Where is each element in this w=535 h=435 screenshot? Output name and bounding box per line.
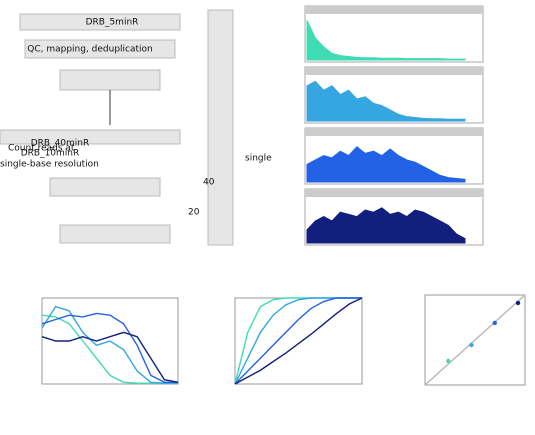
curve (234, 297, 363, 385)
curve (234, 297, 362, 385)
sample-box (19, 13, 181, 31)
trend-line (424, 294, 526, 386)
curve (41, 312, 178, 383)
step-box (24, 39, 176, 59)
signal-area (306, 207, 466, 244)
point (446, 358, 451, 364)
axis-tick: 20 (188, 208, 200, 218)
signal-area (306, 146, 466, 183)
side-label: single (245, 154, 272, 164)
track-header (305, 128, 483, 136)
sample-label: DRB_5minR (86, 18, 139, 28)
track-header (305, 6, 483, 14)
plot-frame (234, 297, 363, 385)
sample-label: DRB_10minR (21, 149, 80, 159)
track-header (305, 189, 483, 197)
signal-area (306, 80, 466, 122)
sample-box (0, 129, 181, 145)
step-label: Count reads at (8, 144, 75, 154)
box (59, 69, 161, 91)
curve (41, 331, 179, 383)
box (59, 224, 171, 244)
point (492, 320, 497, 326)
axis-tick: 40 (203, 178, 215, 188)
charts (41, 5, 526, 386)
box (49, 177, 161, 197)
step-label: QC, mapping, deduplication (27, 45, 153, 55)
track-header (305, 67, 483, 75)
track-frame (304, 5, 484, 63)
point (469, 342, 474, 348)
point (515, 300, 521, 306)
step-label: single-base resolution (0, 160, 99, 170)
curve (41, 305, 178, 384)
sample-label: DRB_40minR (31, 139, 90, 149)
panel (207, 9, 234, 246)
signal-area (306, 20, 466, 61)
